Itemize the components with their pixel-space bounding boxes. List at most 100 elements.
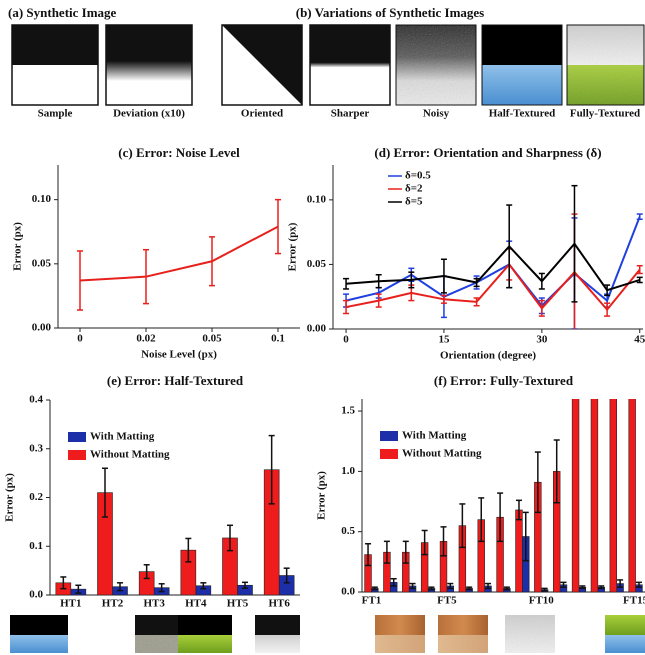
x-tick-label: HT6	[268, 598, 290, 610]
error-bar	[200, 582, 207, 590]
error-bar	[553, 439, 560, 504]
error-bar	[485, 582, 492, 590]
image-sharper	[309, 24, 391, 106]
image-caption: Half-Textured	[489, 108, 556, 120]
error-bar	[503, 586, 510, 591]
legend-label: With Matting	[90, 431, 155, 443]
chart-title: (c) Error: Noise Level	[118, 145, 240, 160]
x-tick-label: HT2	[102, 598, 124, 610]
error-bar	[275, 198, 281, 255]
panel-title: (a) Synthetic Image	[8, 5, 117, 20]
error-bar	[636, 213, 643, 220]
error-bar	[343, 277, 350, 290]
error-bar	[617, 579, 624, 588]
image-oriented	[221, 24, 303, 106]
error-bar	[604, 284, 611, 297]
image-caption: Deviation (x10)	[113, 108, 185, 120]
error-bar	[283, 567, 290, 584]
image-fully-textured	[566, 24, 645, 106]
legend-swatch	[68, 450, 86, 460]
chart: (f) Error: Fully-Textured Error (px) 0.0 0.…	[316, 373, 645, 607]
error-bar	[478, 497, 485, 543]
error-bar	[440, 294, 447, 304]
error-bar	[371, 586, 378, 591]
x-tick-label: FT10	[529, 595, 555, 607]
error-bar	[473, 277, 480, 288]
y-tick-label: 0.5	[341, 525, 355, 537]
chart: (e) Error: Half-Textured Error (px) 0.0 0.1…	[4, 373, 300, 610]
error-bar	[365, 543, 372, 567]
error-bar	[635, 581, 642, 588]
legend-label: δ=5	[405, 196, 423, 208]
error-bar	[209, 236, 215, 287]
bar	[628, 399, 636, 592]
x-tick-label: 45	[634, 334, 645, 346]
y-axis-label: Error (px)	[4, 473, 16, 522]
thumbnails-half-textured	[10, 615, 300, 653]
legend-swatch	[380, 431, 398, 441]
error-bar	[560, 581, 567, 588]
error-bar	[522, 511, 529, 562]
legend-label: δ=0.5	[405, 170, 431, 182]
error-bar	[428, 586, 435, 591]
error-bar	[515, 499, 522, 521]
thumbnails-fully-textured	[375, 615, 645, 653]
error-bar	[538, 299, 545, 317]
legend-swatch	[380, 449, 398, 459]
image-deviation	[105, 24, 193, 106]
x-tick-label: FT5	[437, 595, 457, 607]
error-bar	[598, 585, 605, 590]
error-bar	[143, 564, 150, 580]
x-tick-label: 0	[77, 333, 83, 345]
image-half-textured	[481, 24, 563, 106]
chart-title: (f) Error: Fully-Textured	[434, 373, 574, 388]
error-bar	[440, 258, 447, 294]
line	[345, 216, 641, 308]
legend-label: Without Matting	[402, 448, 482, 460]
y-tick-label: 0.10	[307, 193, 327, 205]
bar	[590, 399, 599, 592]
image-caption: Sample	[38, 108, 73, 120]
error-bar	[268, 434, 275, 505]
error-bar	[440, 526, 447, 557]
error-bar	[102, 467, 108, 518]
y-tick-label: 0.05	[32, 257, 52, 269]
y-tick-label: 0.0	[341, 586, 355, 598]
x-tick-label: HT5	[227, 598, 249, 610]
x-axis-label: Noise Level (px)	[141, 349, 217, 361]
error-bar	[497, 492, 504, 543]
x-tick-label: FT1	[362, 595, 382, 607]
legend-label: δ=2	[405, 183, 423, 195]
error-bar	[227, 524, 233, 552]
x-tick-label: 30	[536, 334, 548, 346]
legend-label: Without Matting	[90, 449, 170, 461]
error-bar	[571, 184, 578, 303]
y-tick-label: 0.00	[32, 322, 52, 334]
x-tick-label: FT15	[623, 595, 645, 607]
error-bar	[185, 537, 192, 563]
error-bar	[636, 276, 643, 284]
error-bar	[473, 297, 480, 307]
error-bar	[604, 302, 611, 317]
error-bar	[579, 585, 586, 590]
line	[345, 242, 641, 292]
chart: (c) Error: Noise Level Error (px) Noise Le…	[12, 145, 300, 361]
error-bar	[375, 274, 382, 289]
y-tick-label: 0.1	[29, 540, 43, 552]
error-bar	[143, 248, 149, 305]
y-tick-label: 1.5	[341, 405, 355, 417]
image-caption: Noisy	[423, 108, 450, 120]
y-tick-label: 0.0	[29, 589, 43, 601]
error-bar	[402, 540, 409, 564]
image-caption: Fully-Textured	[570, 108, 640, 120]
error-bar	[459, 503, 466, 549]
x-tick-label: HT1	[60, 598, 81, 610]
error-bar	[383, 540, 390, 564]
y-axis-label: Error (px)	[12, 222, 24, 271]
image-noisy	[395, 24, 477, 106]
error-bar	[390, 577, 397, 587]
y-tick-label: 0.3	[29, 442, 43, 454]
bar	[571, 399, 580, 592]
panel-title: (b) Variations of Synthetic Images	[296, 5, 485, 20]
